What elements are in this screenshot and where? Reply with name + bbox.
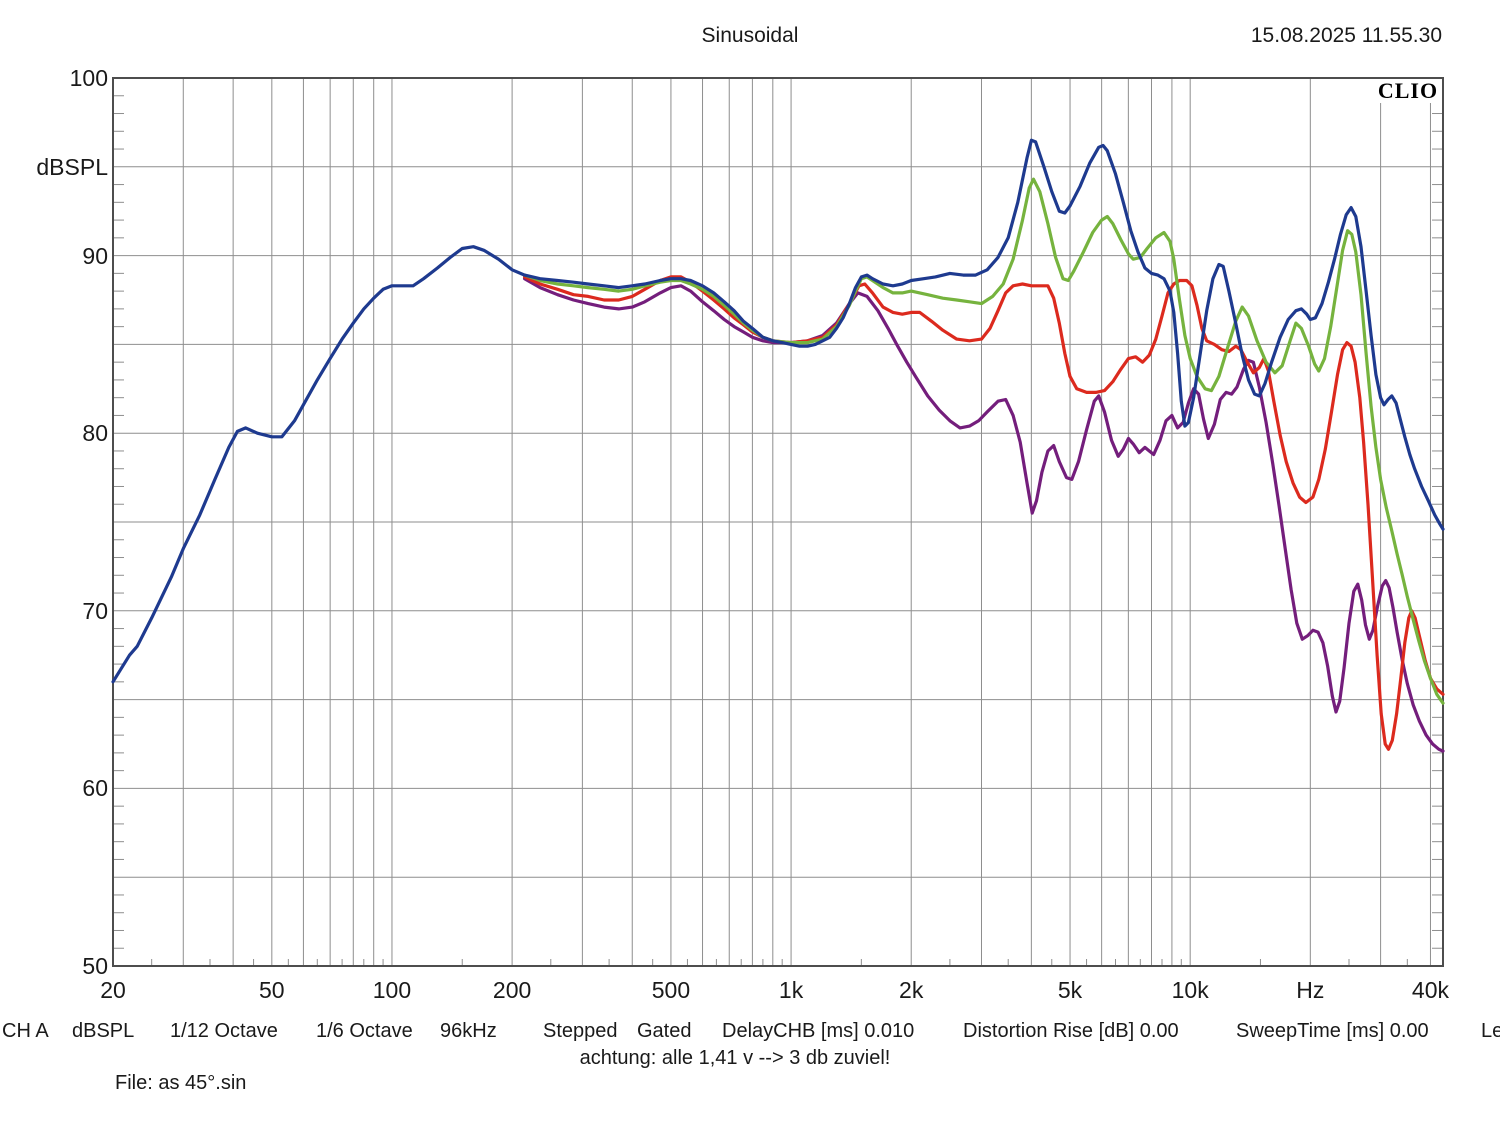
file-name-label: File: as 45°.sin [115, 1072, 247, 1094]
curve-red [523, 275, 1445, 751]
status-channel: CH A [2, 1020, 49, 1042]
y-tick-label: 80 [82, 420, 108, 447]
status-truncated-item: Le [1481, 1020, 1500, 1042]
x-tick-label: 40k [1411, 977, 1449, 1003]
x-tick-label: 20 [100, 977, 126, 1003]
curve-purple [523, 277, 1445, 753]
y-tick-label: 90 [82, 242, 108, 269]
y-tick-label: 50 [82, 953, 108, 979]
x-tick-label: 100 [372, 977, 412, 1003]
y-tick-label: 70 [82, 597, 108, 624]
status-sweep-time: SweepTime [ms] 0.00 [1236, 1020, 1429, 1042]
status-unit: dBSPL [72, 1020, 135, 1042]
status-gated: Gated [637, 1020, 692, 1042]
y-tick-label: 60 [82, 775, 108, 802]
warning-note: achtung: alle 1,41 v --> 3 db zuviel! [579, 1047, 891, 1069]
status-sample-rate: 96kHz [440, 1020, 497, 1042]
status-smoothing-1: 1/12 Octave [170, 1020, 278, 1042]
clio-logo: CLIO [1374, 79, 1442, 103]
x-tick-label: 2k [899, 977, 924, 1003]
status-distortion-rise: Distortion Rise [dB] 0.00 [963, 1020, 1179, 1042]
x-tick-label: 5k [1057, 977, 1083, 1003]
y-axis-unit-label: dBSPL [36, 154, 108, 180]
curve-green [523, 177, 1445, 705]
x-tick-label: 200 [492, 977, 532, 1003]
x-tick-label: Hz [1296, 977, 1325, 1003]
chart-title: Sinusoidal [701, 24, 799, 47]
x-tick-label: 50 [259, 977, 285, 1003]
y-tick-label: 100 [69, 65, 108, 91]
x-tick-label: 500 [651, 977, 691, 1003]
status-stepped: Stepped [543, 1020, 618, 1042]
x-tick-label: 1k [778, 977, 804, 1003]
plot-border [112, 77, 1444, 967]
x-tick-label: 10k [1171, 977, 1209, 1003]
measurement-datetime: 15.08.2025 11.55.30 [1250, 24, 1442, 47]
curve-blue [111, 138, 1445, 684]
status-delay: DelayCHB [ms] 0.010 [722, 1020, 915, 1042]
status-smoothing-2: 1/6 Octave [316, 1020, 413, 1042]
